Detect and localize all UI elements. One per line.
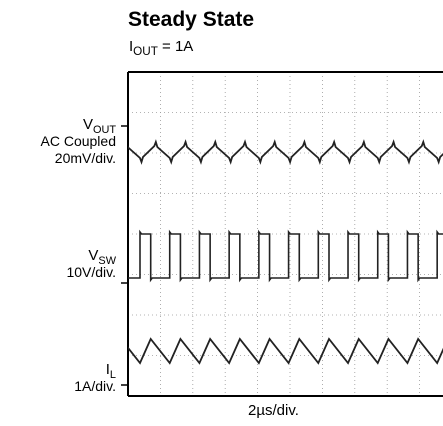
il-trace [128, 337, 443, 365]
chart-title: Steady State [128, 8, 255, 31]
vout-coupling: AC Coupled [40, 133, 117, 149]
vsw-trace-label: VSW 10V/div. [66, 247, 116, 281]
vout-name: VOUT [82, 116, 116, 136]
vout-scale: 20mV/div. [54, 150, 116, 166]
vout-trace-label: VOUT AC Coupled 20mV/div. [41, 116, 117, 167]
vsw-scale: 10V/div. [66, 264, 116, 280]
il-trace-label: IL 1A/div. [74, 361, 116, 395]
x-axis-label: 2µs/div. [248, 402, 299, 419]
subtitle-subscript: OUT [133, 45, 158, 59]
vout-trace [128, 139, 443, 165]
vsw-trace [128, 229, 443, 283]
subtitle-symbol: I [129, 38, 134, 55]
subtitle-value: = 1A [157, 38, 194, 55]
chart-subtitle: IOUT = 1A [129, 38, 194, 59]
vsw-name: VSW [88, 247, 116, 267]
il-scale: 1A/div. [74, 378, 116, 394]
il-name: IL [105, 361, 116, 381]
